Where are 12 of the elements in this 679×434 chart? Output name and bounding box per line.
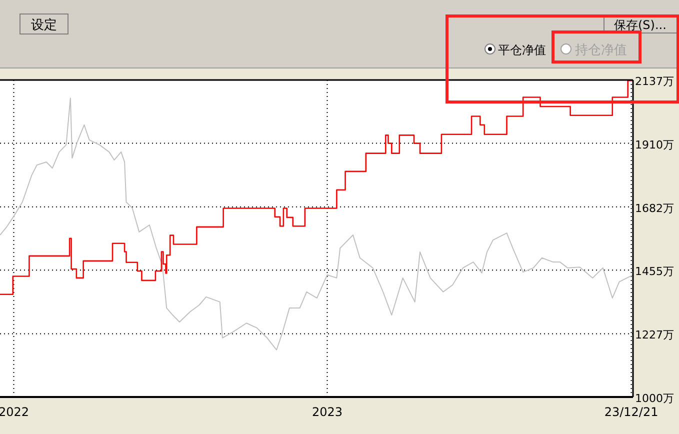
x-tick-label: 2023	[312, 405, 343, 419]
text: 设定	[31, 18, 57, 33]
y-tick-label: 1682万	[635, 202, 674, 215]
y-tick-label: 1910万	[635, 138, 674, 152]
y-tick-label: 2137万	[635, 75, 674, 88]
x-tick-label: 23/12/21	[604, 405, 658, 419]
text: 保存(S)...	[614, 18, 666, 32]
y-tick-label: 1000万	[635, 392, 674, 405]
line-series	[0, 98, 633, 350]
text: 平仓净值	[498, 43, 546, 57]
y-tick-label: 1227万	[635, 328, 674, 342]
y-tick-label: 1455万	[635, 265, 674, 278]
